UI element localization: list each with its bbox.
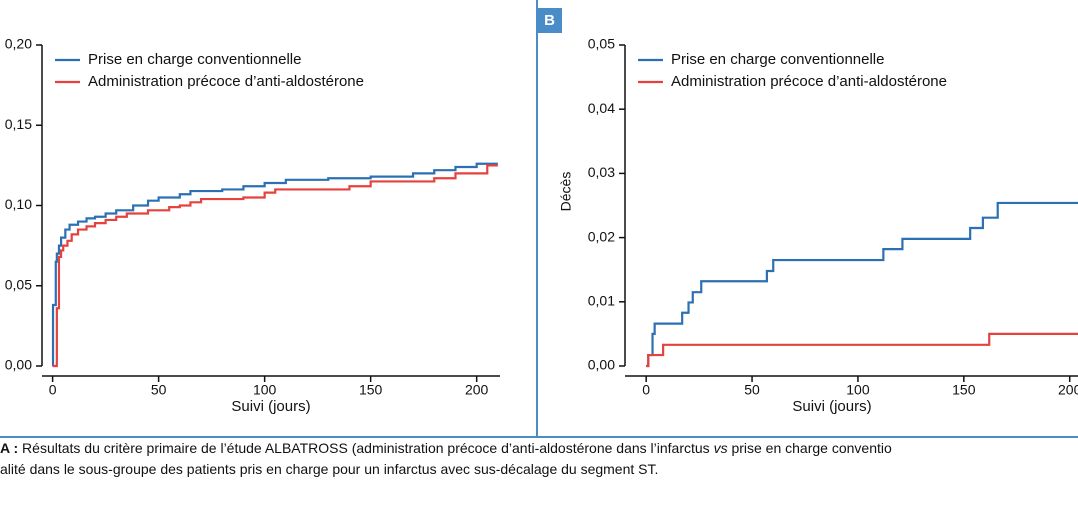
x-tick-label: 150 <box>952 382 976 398</box>
y-tick-label: 0,00 <box>5 357 32 373</box>
x-tick-label: 0 <box>642 382 650 398</box>
caption-text: prise en charge conventio <box>727 440 892 456</box>
figure: 0,00 0,05 0,10 0,15 0,20 0 50 100 150 200 Suivi (j… <box>0 0 1078 438</box>
y-tick-label: 0,02 <box>588 228 615 244</box>
legend-label: Administration précoce d’anti-aldostéron… <box>88 73 364 90</box>
x-tick-label: 0 <box>49 382 57 398</box>
legend-label: Prise en charge conventionnelle <box>88 51 301 68</box>
x-tick-label: 50 <box>151 382 167 398</box>
caption-line: alité dans le sous-groupe des patients p… <box>0 461 659 477</box>
y-axis-label: Décès <box>558 172 574 212</box>
x-axis-label: Suivi (jours) <box>231 398 310 415</box>
y-tick-label: 0,01 <box>588 293 615 309</box>
caption-text: Résultats du critère primaire de l’étude… <box>18 440 714 456</box>
caption-lead: A : <box>0 440 19 456</box>
y-tick-label: 0,05 <box>5 276 32 292</box>
y-tick-label: 0,20 <box>5 36 32 52</box>
caption-line: A : Résultats du critère primaire de l’é… <box>0 438 1078 459</box>
y-tick-label: 0,05 <box>588 36 615 52</box>
y-tick-label: 0,04 <box>588 100 615 116</box>
caption: A : Résultats du critère primaire de l’é… <box>0 438 1078 480</box>
y-tick-label: 0,03 <box>588 164 615 180</box>
series-line <box>52 164 498 368</box>
series-line <box>646 332 1078 368</box>
x-axis-label: Suivi (jours) <box>792 398 871 415</box>
legend-label: Prise en charge conventionnelle <box>671 51 884 68</box>
y-tick-label: 0,00 <box>588 357 615 373</box>
panel-label-box <box>537 8 562 33</box>
panel-label: B <box>544 12 555 29</box>
y-tick-label: 0,15 <box>5 116 32 132</box>
x-tick-label: 200 <box>465 382 489 398</box>
x-tick-label: 100 <box>846 382 870 398</box>
caption-italic: vs <box>713 440 728 456</box>
series-line <box>51 162 498 368</box>
legend-label: Administration précoce d’anti-aldostéron… <box>671 73 947 90</box>
x-tick-label: 200 <box>1058 382 1078 398</box>
x-tick-label: 100 <box>253 382 277 398</box>
x-tick-label: 50 <box>744 382 760 398</box>
y-tick-label: 0,10 <box>5 196 32 212</box>
series-line <box>646 201 1078 368</box>
x-tick-label: 150 <box>359 382 383 398</box>
